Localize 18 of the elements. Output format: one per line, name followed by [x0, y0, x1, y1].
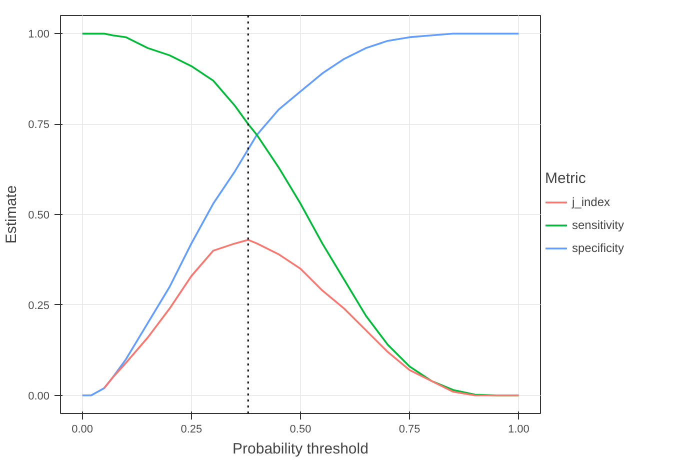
legend-title: Metric	[545, 170, 587, 187]
line-series	[81, 32, 520, 396]
legend-label: sensitivity	[572, 218, 624, 232]
line-series	[103, 238, 520, 396]
x-tick-label: 0.25	[180, 424, 202, 436]
x-axis-title: Probability threshold	[232, 440, 368, 458]
y-axis-title: Estimate	[3, 185, 20, 244]
x-tick-label: 1.00	[508, 424, 530, 436]
y-tick-label: 0.00	[28, 390, 50, 402]
y-tick-label: 0.25	[28, 300, 50, 312]
legend-label: specificity	[572, 241, 624, 255]
x-tick-label: 0.75	[398, 424, 420, 436]
x-tick-label: 0.50	[290, 424, 312, 436]
y-tick-label: 1.00	[28, 28, 50, 41]
x-tick-label: 0.00	[72, 424, 94, 436]
y-tick-label: 0.75	[28, 119, 50, 132]
legend-label: j_index	[572, 195, 610, 209]
y-tick-label: 0.50	[28, 210, 50, 222]
